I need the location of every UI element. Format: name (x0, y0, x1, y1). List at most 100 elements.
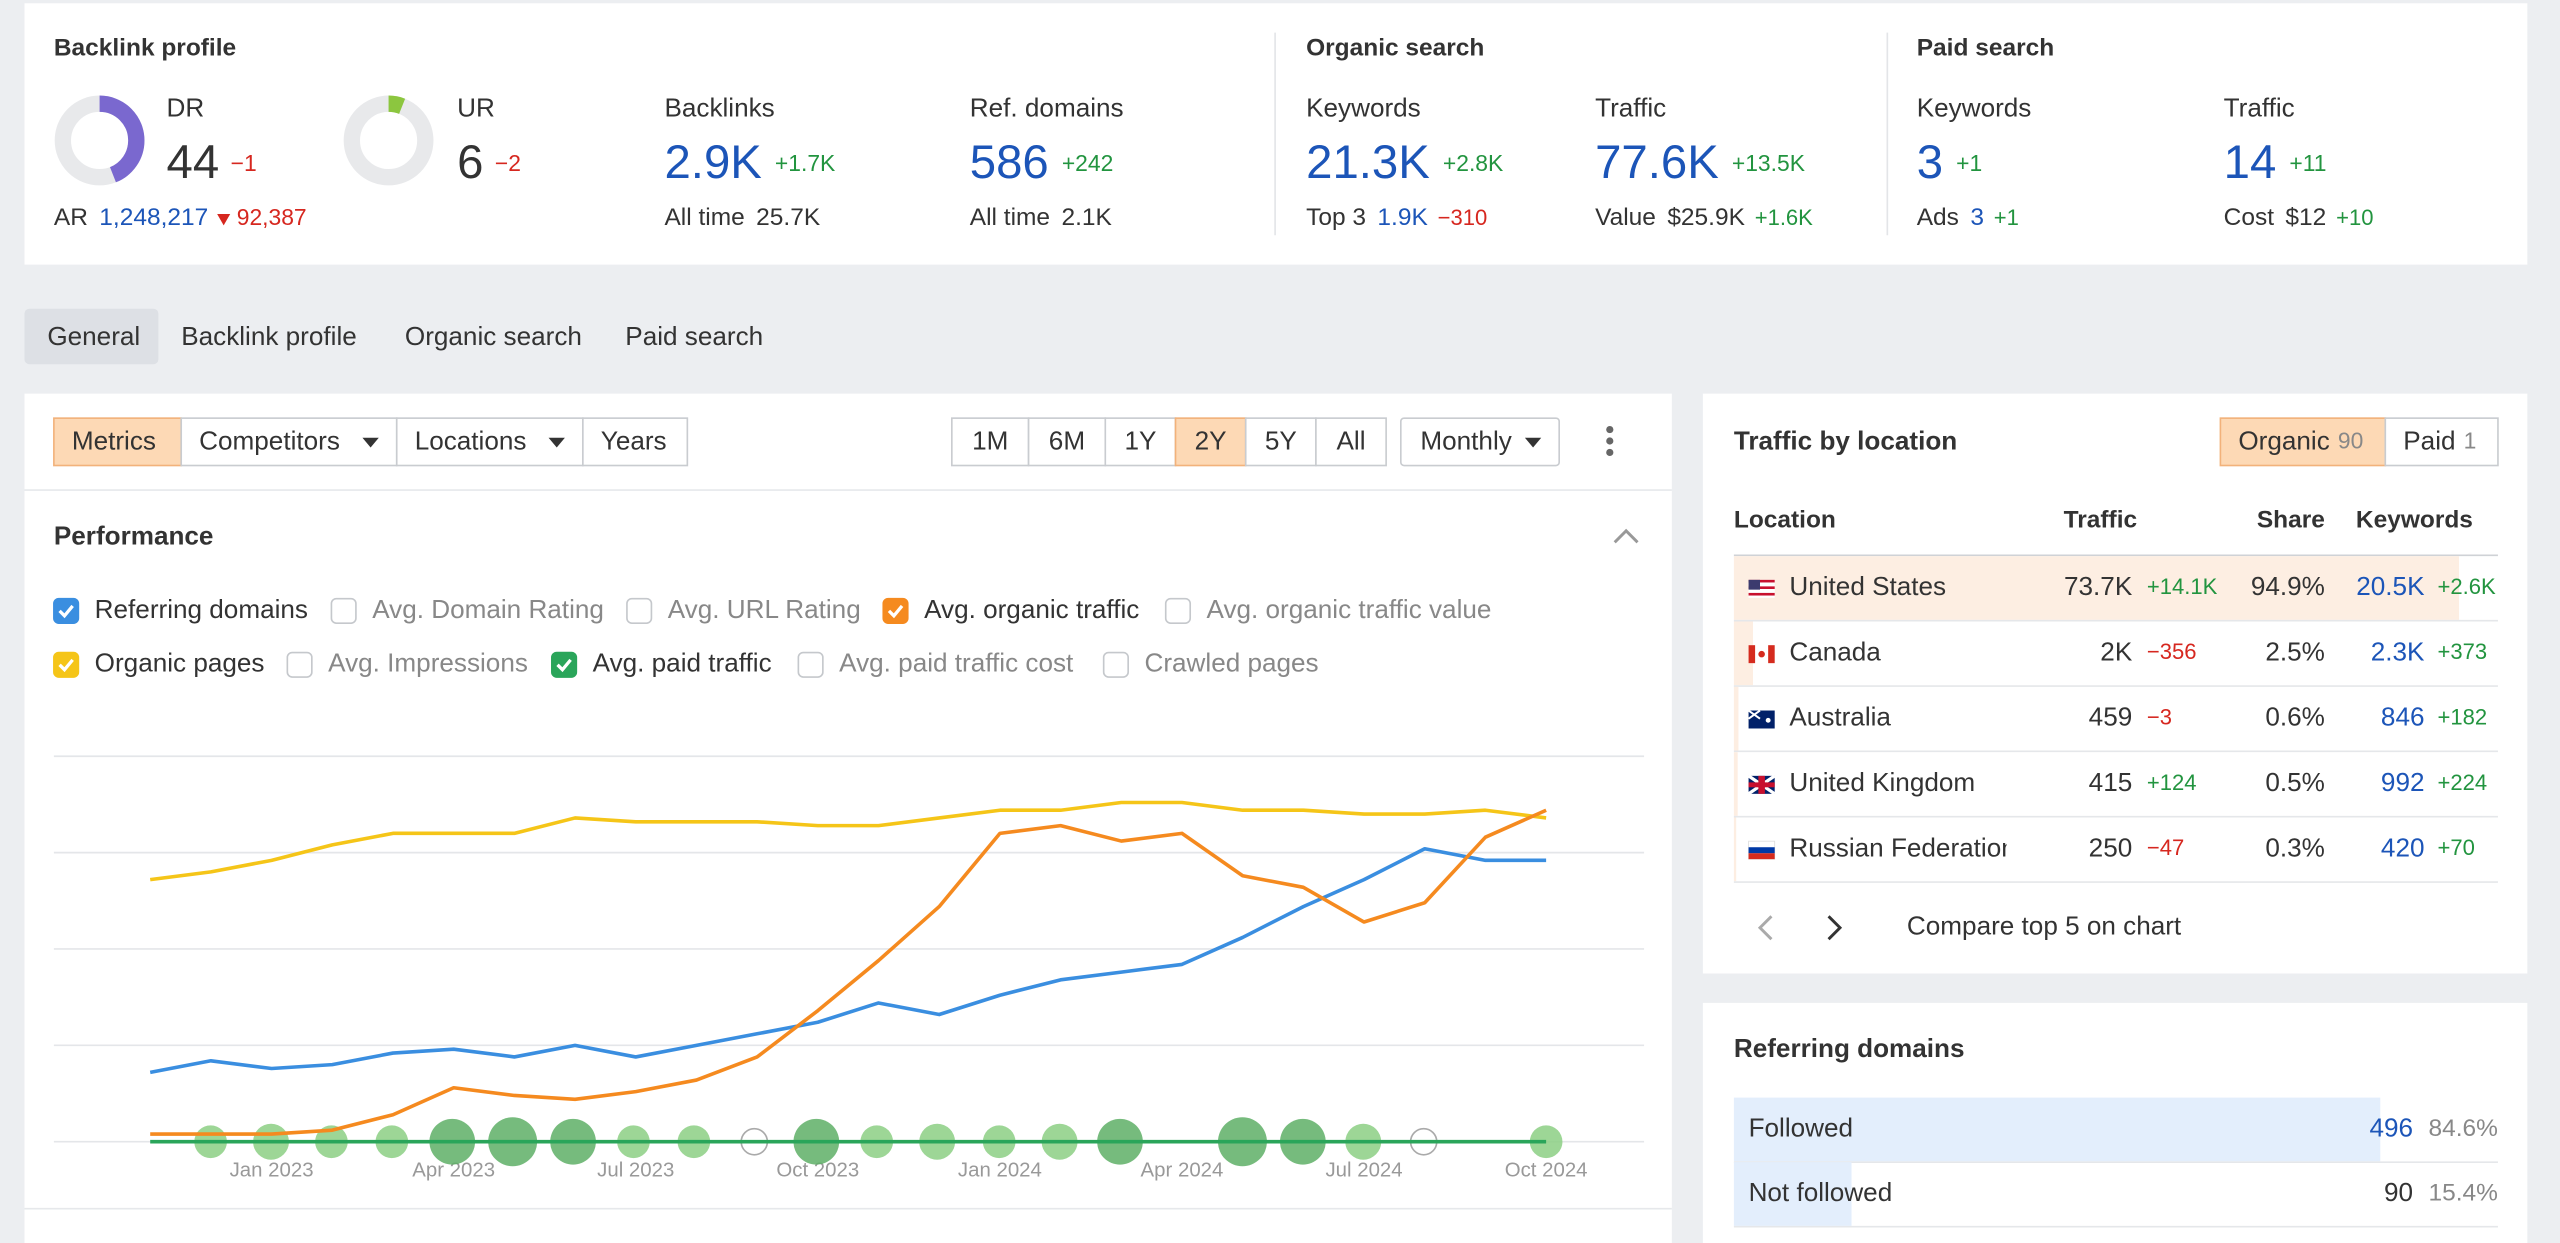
metric-sub: All time 2.1K (970, 204, 1113, 231)
count: 90 (2338, 428, 2363, 454)
kebab-dot[interactable] (1606, 437, 1613, 444)
change: −2 (495, 150, 521, 176)
flag (1749, 580, 1760, 590)
checkbox[interactable] (1104, 653, 1128, 678)
option-label: Avg. organic traffic value (1207, 594, 1492, 624)
checkbox[interactable] (883, 599, 907, 624)
tab[interactable]: General (47, 321, 140, 351)
metric-label: Traffic (1595, 92, 1666, 122)
location-name: United States (1789, 571, 1946, 601)
label: AR (54, 204, 88, 231)
column-header: Traffic (2064, 507, 2137, 534)
section-title: Paid search (1917, 34, 2054, 61)
legend-label: Organic pages (95, 648, 265, 678)
sub-label: Value (1595, 204, 1656, 231)
section-title: Organic search (1306, 34, 1484, 61)
range-label: 5Y (1265, 426, 1297, 456)
value: 14 (2224, 135, 2277, 188)
checkbox[interactable] (54, 653, 78, 678)
sub-value: 2.1K (1061, 204, 1112, 231)
flag (1749, 782, 1775, 787)
kebab-dot[interactable] (1606, 426, 1613, 433)
sub-change: +1 (1994, 205, 2019, 230)
tab[interactable]: Paid search (625, 321, 763, 351)
change: +242 (1062, 150, 1113, 176)
view-label: Locations (415, 426, 527, 456)
row-label: Followed (1749, 1112, 1853, 1142)
interval-label: Monthly (1420, 426, 1511, 456)
location-name: Russian Federation (1789, 832, 2015, 862)
sub-change: +10 (2336, 205, 2373, 230)
share-bar (1734, 818, 1736, 882)
label: Paid (2403, 426, 2455, 456)
traffic-change: +14.1K (2147, 574, 2218, 599)
value: 1,248,217 (99, 204, 208, 231)
checkbox[interactable] (54, 599, 78, 624)
flag (1768, 645, 1775, 663)
checkbox[interactable] (627, 599, 651, 624)
value: 2.9K (664, 135, 762, 188)
option-label: Avg. Impressions (328, 648, 528, 678)
keywords-value: 992 (2381, 767, 2425, 797)
row-value: 496 (2370, 1112, 2414, 1142)
checkbox[interactable] (331, 599, 355, 624)
sub-value: 3 (1970, 204, 1984, 231)
sub-label: Top 3 (1306, 204, 1366, 231)
sub-label: Ads (1917, 204, 1959, 231)
traffic-value: 459 (2089, 702, 2133, 732)
value: 6 (457, 135, 483, 188)
metric-label: Traffic (2224, 92, 2295, 122)
metric-label: UR (457, 92, 495, 122)
keywords-value: 20.5K (2356, 571, 2425, 601)
location-name: United Kingdom (1789, 767, 1975, 797)
flag (1749, 593, 1775, 596)
metric-label: DR (167, 92, 205, 122)
legend-label: Referring domains (95, 594, 308, 624)
location-card (1703, 394, 2527, 974)
metric-label: Keywords (1917, 92, 2032, 122)
traffic-change: −3 (2147, 705, 2172, 730)
tab[interactable]: Organic search (405, 321, 582, 351)
keywords-change: +224 (2438, 770, 2488, 795)
ar-line: AR 1,248,217 (54, 204, 208, 231)
checkbox[interactable] (798, 653, 822, 678)
sub-label: Cost (2224, 204, 2275, 231)
column-header: Location (1734, 507, 1836, 534)
traffic-value: 250 (2089, 832, 2133, 862)
panel-title: Referring domains (1734, 1033, 1965, 1063)
change: +1 (1956, 150, 1982, 176)
view-label: Metrics (72, 426, 156, 456)
range-label: 1M (972, 426, 1008, 456)
sub-label: All time (970, 204, 1050, 231)
traffic-value: 415 (2089, 767, 2133, 797)
option-label: Avg. paid traffic cost (839, 648, 1074, 678)
kebab-dot[interactable] (1606, 449, 1613, 456)
sub-change: −310 (1438, 205, 1488, 230)
keywords-value: 420 (2381, 832, 2425, 862)
checkbox[interactable] (552, 653, 576, 678)
x-tick-label: Jan 2023 (230, 1160, 314, 1182)
share-value: 0.6% (2265, 702, 2325, 732)
legend-label: Avg. organic traffic (924, 594, 1139, 624)
tab[interactable]: Backlink profile (181, 321, 357, 351)
checkbox[interactable] (287, 653, 311, 678)
flag (1758, 651, 1765, 658)
keywords-change: +373 (2438, 639, 2488, 664)
checkbox[interactable] (1166, 599, 1190, 624)
location-name: Australia (1789, 702, 1891, 732)
share-value: 2.5% (2265, 636, 2325, 666)
compare-link[interactable]: Compare top 5 on chart (1907, 911, 2182, 941)
column-header: Share (2257, 507, 2325, 534)
share-bar (1734, 752, 1738, 816)
view-label: Years (601, 426, 667, 456)
option-label: Avg. Domain Rating (372, 594, 604, 624)
range-label: 2Y (1195, 426, 1227, 456)
row-value: 90 (2384, 1177, 2413, 1207)
change: +2.8K (1443, 150, 1503, 176)
x-tick-label: Jul 2023 (597, 1160, 674, 1182)
metric-sub: All time25.7K (664, 204, 820, 231)
metric-sub: Value$25.9K+1.6K (1595, 204, 1813, 231)
metric-label: Backlinks (664, 92, 774, 122)
